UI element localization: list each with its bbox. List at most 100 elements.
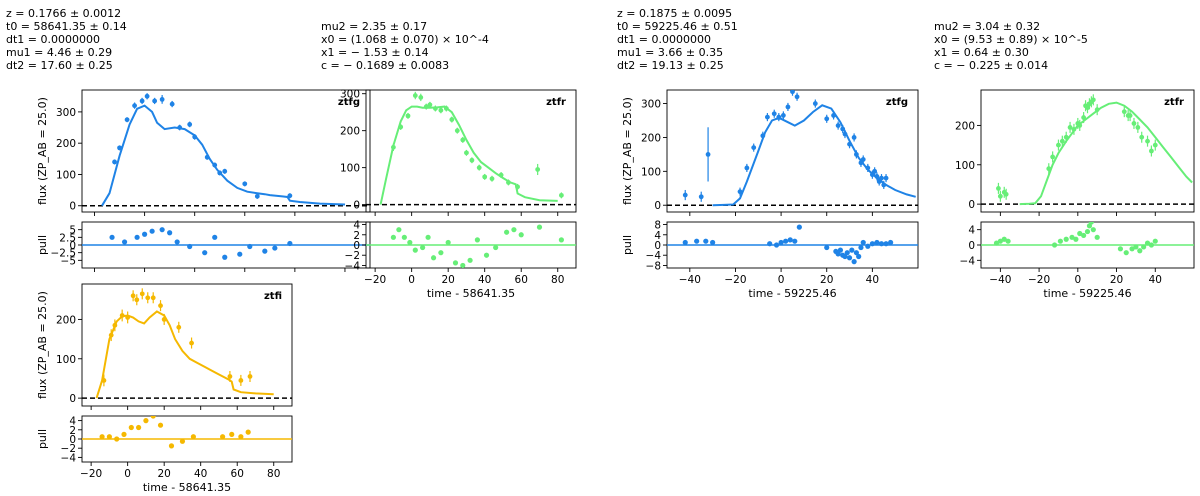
pull-point: [1095, 235, 1100, 240]
pull-point: [114, 436, 119, 441]
data-point: [242, 181, 247, 186]
y-tick-label: 100: [56, 354, 76, 366]
panel-1-ztfg: 0100200300ztfgflux (ZP_AB = 25.0)−5−2.50…: [36, 90, 370, 272]
x-tick-label: 60: [231, 468, 244, 480]
data-point: [117, 145, 122, 150]
pull-point: [865, 244, 870, 249]
x-tick-label: 40: [866, 274, 879, 286]
pull-plot-area: [667, 225, 918, 265]
data-point: [790, 89, 795, 94]
pull-point: [1091, 227, 1096, 232]
pull-point: [272, 245, 277, 250]
flux-plot-area: [82, 93, 370, 206]
flux-axes-frame: [667, 90, 918, 212]
data-point: [112, 160, 117, 165]
x-tick-label: 20: [820, 274, 833, 286]
pull-point: [874, 240, 879, 245]
data-point: [255, 194, 260, 199]
data-point: [112, 323, 117, 328]
pull-point: [246, 430, 251, 435]
data-point: [786, 105, 791, 110]
flux-plot-area: [667, 88, 918, 206]
pull-point: [202, 250, 207, 255]
data-point: [217, 170, 222, 175]
pull-point: [1133, 244, 1138, 249]
data-point: [212, 163, 217, 168]
pull-point: [180, 439, 185, 444]
pull-point: [187, 244, 192, 249]
data-point: [228, 374, 233, 379]
pull-point: [160, 227, 165, 232]
band-label: ztfi: [264, 291, 282, 302]
x-tick-label: −20: [1028, 274, 1050, 286]
data-point: [1132, 121, 1137, 126]
pull-y-tick-label: −4: [960, 255, 976, 267]
data-point: [1072, 127, 1077, 132]
data-point: [464, 150, 469, 155]
pull-point: [870, 241, 875, 246]
band-label: ztfg: [886, 97, 908, 108]
fit-param: dt2 = 19.13 ± 0.25: [617, 59, 724, 72]
data-point: [1081, 115, 1086, 120]
fit-param: mu2 = 2.35 ± 0.17: [321, 20, 427, 33]
model-curve: [1020, 103, 1192, 205]
pull-point: [783, 239, 788, 244]
pull-point: [537, 225, 542, 230]
data-point: [840, 127, 845, 132]
data-point: [854, 152, 859, 157]
pull-point: [1085, 229, 1090, 234]
pull-point: [767, 241, 772, 246]
fit-param: x0 = (9.53 ± 0.89) × 10^-5: [934, 33, 1088, 46]
data-point: [433, 106, 438, 111]
pull-point: [838, 248, 843, 253]
pull-point: [407, 240, 412, 245]
pull-point: [220, 434, 225, 439]
pull-point: [167, 230, 172, 235]
flux-plot-area: [366, 92, 576, 205]
band-label: ztfr: [546, 97, 566, 108]
data-point: [490, 176, 495, 181]
y-tick-label: 200: [56, 138, 76, 150]
data-point: [998, 194, 1003, 199]
data-point: [162, 317, 167, 322]
data-point: [1135, 125, 1140, 130]
pull-point: [391, 235, 396, 240]
data-point: [1149, 149, 1154, 154]
pull-point: [1141, 244, 1146, 249]
data-point: [131, 293, 136, 298]
x-tick-label: −20: [364, 274, 386, 286]
data-point: [881, 182, 886, 187]
data-point: [176, 325, 181, 330]
pull-y-tick-label: 0: [353, 240, 360, 252]
pull-point: [107, 434, 112, 439]
data-point: [398, 125, 403, 130]
data-point: [738, 189, 743, 194]
data-point: [795, 94, 800, 99]
pull-point: [247, 244, 252, 249]
pull-point: [1064, 237, 1069, 242]
pull-point: [143, 418, 148, 423]
fit-param: mu2 = 3.04 ± 0.32: [934, 20, 1040, 33]
pull-point: [511, 227, 516, 232]
pull-point: [402, 235, 407, 240]
pull-point: [847, 255, 852, 260]
pull-point: [129, 425, 134, 430]
pull-point: [134, 235, 139, 240]
data-point: [879, 176, 884, 181]
data-point: [406, 113, 411, 118]
data-point: [751, 145, 756, 150]
data-point: [772, 111, 777, 116]
data-point: [391, 145, 396, 150]
pull-point: [420, 245, 425, 250]
data-point: [1122, 109, 1127, 114]
fit-param: dt1 = 0.0000000: [617, 33, 711, 46]
y-tick-label: 100: [340, 163, 360, 175]
flux-axes-frame: [82, 284, 292, 406]
pull-point: [504, 230, 509, 235]
data-point: [996, 186, 1001, 191]
data-point: [861, 157, 866, 162]
flux-plot-area: [82, 288, 292, 398]
